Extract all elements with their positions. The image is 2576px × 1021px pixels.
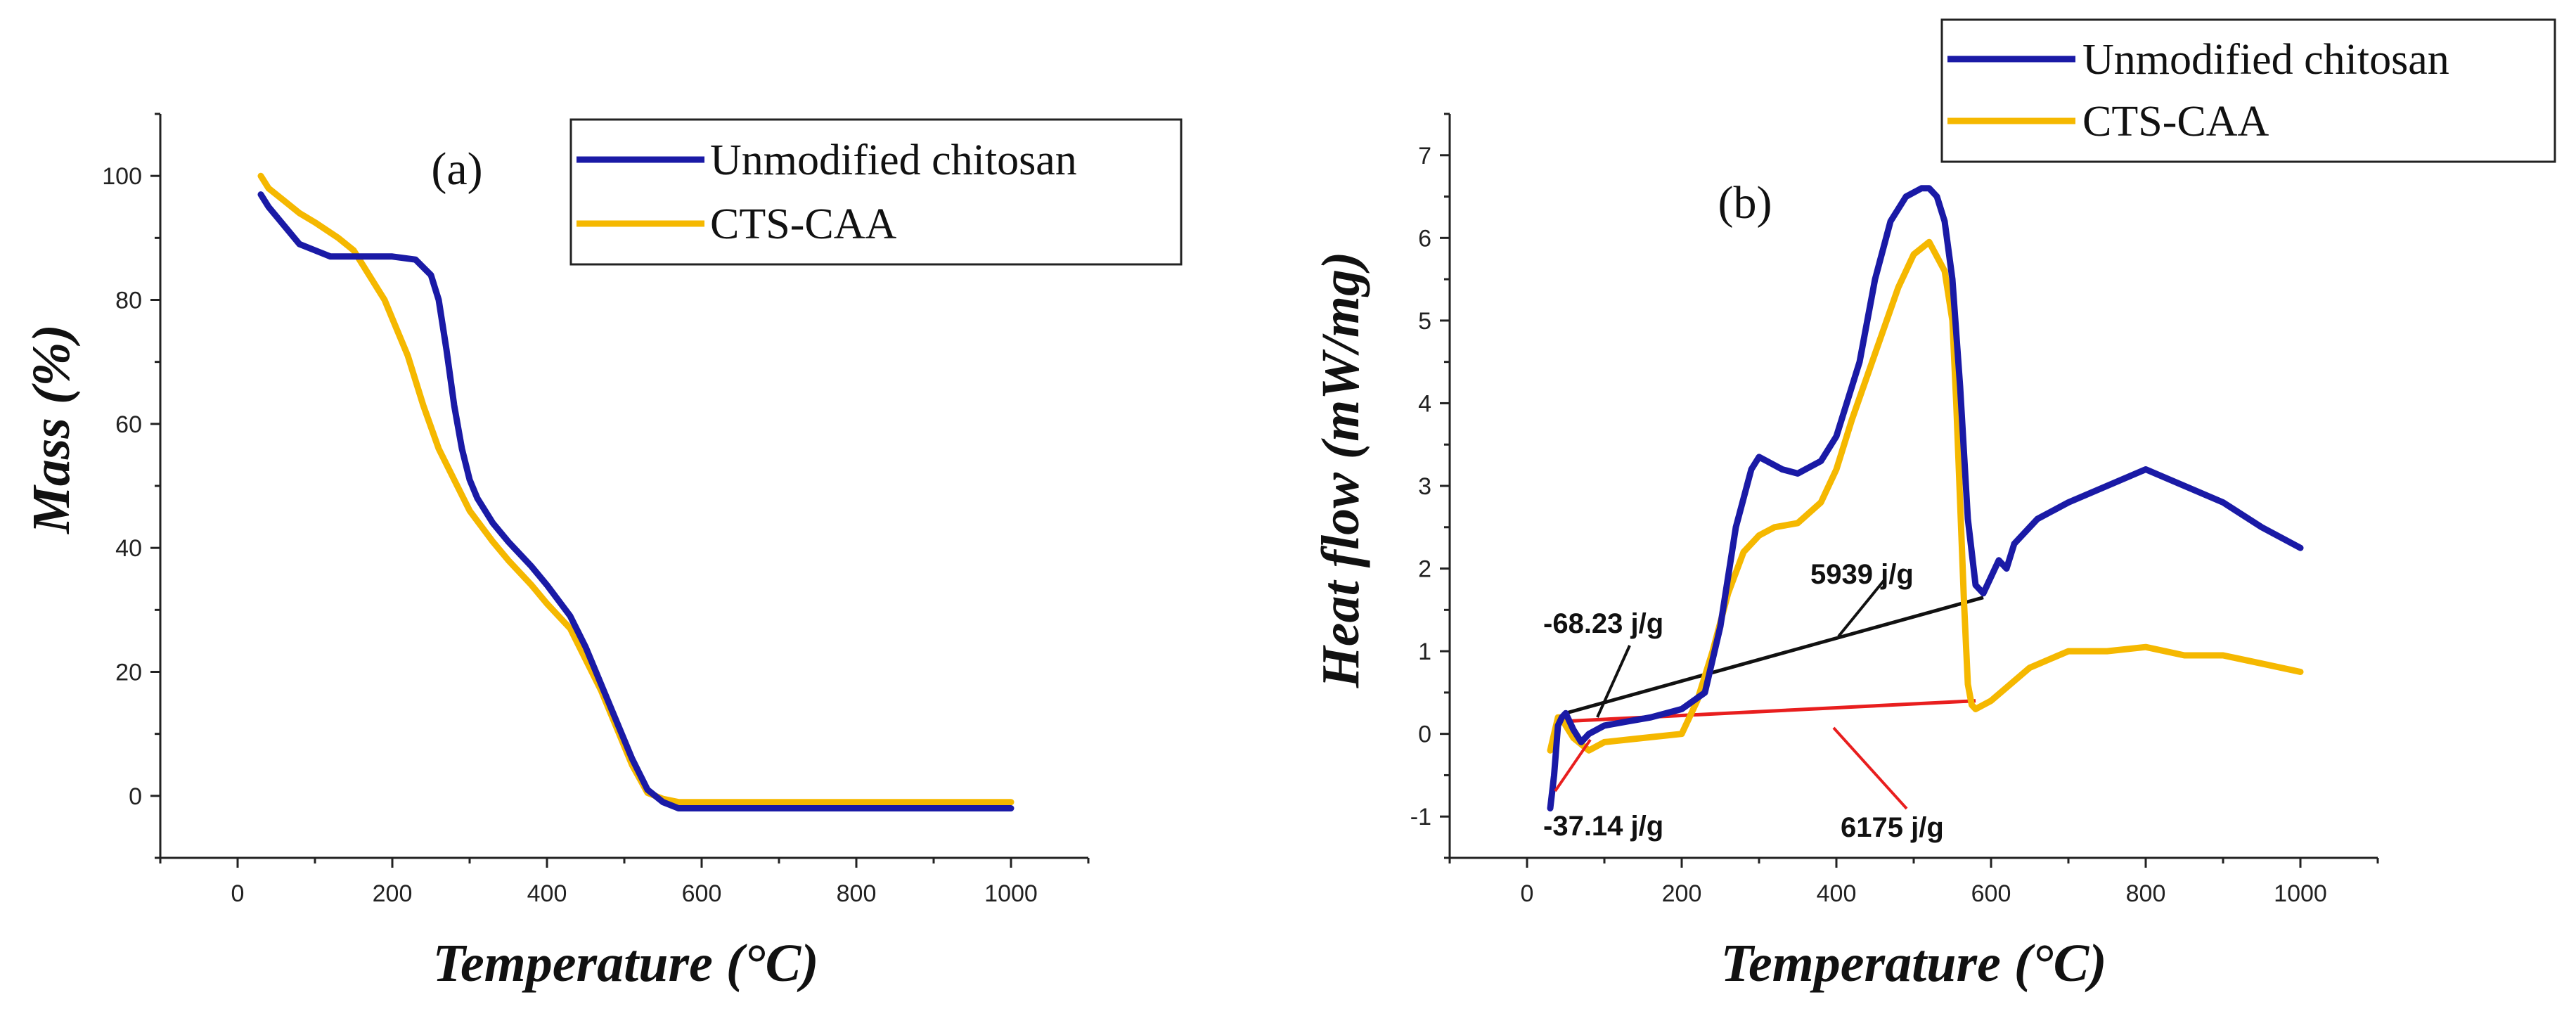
annotation-arrow-neg68	[1596, 645, 1631, 718]
panel-a-x-axis-title: Temperature (°C)	[433, 934, 819, 993]
y-tick-label: 4	[1418, 390, 1431, 417]
panel-a-y-axis-title: Mass (%)	[22, 324, 81, 534]
panel-a-legend-label-unmodified: Unmodified chitosan	[710, 136, 1077, 184]
panel-a-x-ticks: 0 200 400 600 800 1000	[159, 858, 1090, 907]
y-tick-label: 2	[1418, 556, 1431, 583]
y-tick-label: 60	[115, 411, 142, 438]
x-tick-label: 0	[231, 880, 245, 907]
y-tick-label: 7	[1418, 143, 1431, 169]
x-tick-label: 600	[682, 880, 722, 907]
x-tick-label: 1000	[2274, 880, 2327, 907]
panel-a-legend-label-cts-caa: CTS-CAA	[710, 200, 896, 248]
panel-a: 0 200 400 600 800 1000 0 20 40 60 80 100 (a) Tempe…	[22, 113, 1183, 993]
annotation-6175: 6175 j/g	[1841, 812, 1944, 843]
y-tick-label: 3	[1418, 473, 1431, 500]
panel-b-legend-box	[1940, 18, 2556, 163]
panel-b: 0 200 400 600 800 1000 -1 0 1 2 3 4 5 6 7 -68.23 j/g …	[1311, 18, 2556, 993]
y-tick-label: 0	[129, 783, 142, 810]
annotation-arrow-6175	[1832, 726, 1908, 810]
annotation-arrow-neg37	[1554, 738, 1592, 792]
y-tick-label: -1	[1410, 804, 1431, 830]
x-tick-label: 1000	[984, 880, 1038, 907]
x-tick-label: 600	[1971, 880, 2011, 907]
yellow-baseline	[1561, 699, 1976, 724]
x-tick-label: 200	[373, 880, 413, 907]
y-tick-label: 6	[1418, 225, 1431, 252]
x-tick-label: 0	[1521, 880, 1534, 907]
panel-b-y-axis-title: Heat flow (mW/mg)	[1311, 252, 1370, 689]
y-tick-label: 1	[1418, 638, 1431, 665]
annotation-neg37: -37.14 j/g	[1543, 811, 1663, 842]
x-tick-label: 400	[527, 880, 567, 907]
panel-a-legend: Unmodified chitosan CTS-CAA	[569, 118, 1183, 266]
y-tick-label: 80	[115, 288, 142, 314]
x-tick-label: 800	[837, 880, 877, 907]
panel-b-axes	[1448, 114, 2378, 859]
annotation-neg68: -68.23 j/g	[1543, 608, 1663, 639]
panel-b-x-ticks: 0 200 400 600 800 1000	[1448, 858, 2379, 907]
panel-a-legend-box	[569, 118, 1183, 266]
x-tick-label: 400	[1817, 880, 1857, 907]
panel-b-x-axis-title: Temperature (°C)	[1721, 934, 2107, 993]
y-tick-label: 100	[102, 163, 142, 190]
panel-b-series	[1547, 185, 2304, 811]
series-line-unmodified-chitosan	[257, 191, 1015, 811]
y-tick-label: 40	[115, 535, 142, 562]
series-line-cts-caa	[257, 172, 1015, 806]
panel-b-y-ticks: -1 0 1 2 3 4 5 6 7	[1410, 113, 1450, 859]
panel-a-y-ticks: 0 20 40 60 80 100	[102, 113, 160, 859]
y-tick-label: 5	[1418, 308, 1431, 335]
panel-b-legend: Unmodified chitosan CTS-CAA	[1940, 18, 2556, 163]
series-line-cts-caa	[1547, 238, 2304, 754]
panel-b-label: (b)	[1718, 177, 1772, 229]
panel-b-legend-label-cts-caa: CTS-CAA	[2082, 98, 2269, 146]
y-tick-label: 20	[115, 660, 142, 686]
y-tick-label: 0	[1418, 721, 1431, 748]
panel-b-legend-label-unmodified: Unmodified chitosan	[2082, 36, 2449, 84]
panel-a-series	[257, 172, 1015, 811]
series-line-unmodified-chitosan	[1547, 185, 2304, 811]
annotation-5939: 5939 j/g	[1810, 559, 1914, 590]
blue-baseline	[1565, 596, 1984, 715]
annotation-arrow-5939	[1837, 579, 1886, 638]
x-tick-label: 800	[2126, 880, 2166, 907]
panel-a-label: (a)	[431, 143, 482, 195]
panel-b-annotations: -68.23 j/g 5939 j/g -37.14 j/g 6175 j/g	[1543, 559, 1944, 843]
x-tick-label: 200	[1662, 880, 1702, 907]
